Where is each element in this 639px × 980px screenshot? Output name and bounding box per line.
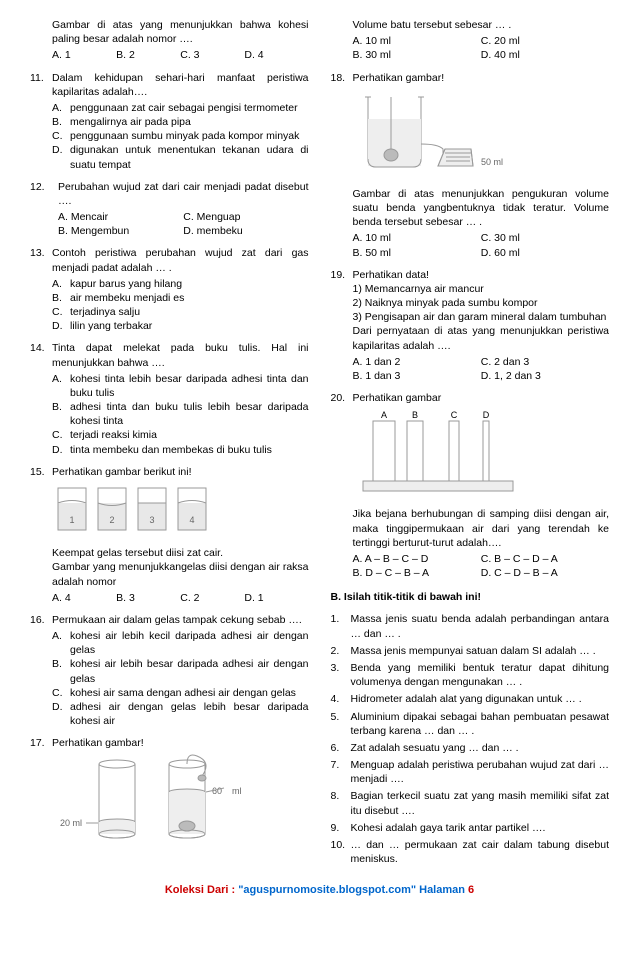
svg-text:60: 60 — [212, 786, 222, 796]
q16-opts: A.kohesi air lebih kecil daripada adhesi… — [52, 629, 309, 728]
fill-7: 7.Menguap adalah peristiwa perubahan wuj… — [331, 758, 610, 786]
q12-opts: A. MencairC. Menguap B. MengembunD. memb… — [58, 210, 309, 238]
q18-after: Gambar di atas menunjukkan pengukuran vo… — [353, 187, 610, 230]
fill-3: 3.Benda yang memiliki bentuk teratur dap… — [331, 661, 610, 689]
cohesion-intro: Gambar di atas yang menunjukkan bahwa ko… — [52, 18, 309, 46]
q20-opts: A. A – B – C – DC. B – C – D – A B. D – … — [353, 552, 610, 580]
vol-intro: Volume batu tersebut sebesar … . — [353, 18, 610, 32]
q19-l3: 3) Pengisapan air dan garam mineral dala… — [353, 310, 610, 324]
q13-num: 13. — [30, 246, 52, 333]
fill-1: 1.Massa jenis suatu benda adalah perband… — [331, 612, 610, 640]
q18-num: 18. — [331, 71, 353, 260]
vessels-figure: A B C D — [353, 409, 610, 503]
q15-text: Perhatikan gambar berikut ini! — [52, 465, 309, 479]
q17-text: Perhatikan gambar! — [52, 736, 309, 750]
svg-text:3: 3 — [149, 515, 154, 525]
fill-2: 2.Massa jenis mempunyai satuan dalam SI … — [331, 644, 610, 658]
vol-opts: A. 10 mlC. 20 ml B. 30 mlD. 40 ml — [353, 34, 610, 62]
q12-text: Perubahan wujud zat dari cair menjadi pa… — [58, 180, 309, 208]
cylinders-figure: 20 ml 60 ml — [52, 754, 309, 853]
q20-text: Perhatikan gambar — [353, 391, 610, 405]
q19-l4: Dari pernyataan di atas yang menunjukkan… — [353, 324, 610, 352]
q20-num: 20. — [331, 391, 353, 580]
q19-num: 19. — [331, 268, 353, 383]
q16-text: Permukaan air dalam gelas tampak cekung … — [52, 613, 309, 627]
svg-text:50 ml: 50 ml — [481, 157, 503, 167]
q12-num: 12. — [30, 180, 52, 239]
svg-text:D: D — [482, 410, 489, 420]
q20-after: Jika bejana berhubungan di samping diisi… — [353, 507, 610, 550]
svg-text:1: 1 — [69, 515, 74, 525]
q19-text: Perhatikan data! — [353, 268, 610, 282]
footer: Koleksi Dari : "aguspurnomosite.blogspot… — [30, 883, 609, 898]
q14-num: 14. — [30, 341, 52, 456]
fill-4: 4.Hidrometer adalah alat yang digunakan … — [331, 692, 610, 706]
fill-6: 6.Zat adalah sesuatu yang … dan … . — [331, 741, 610, 755]
q15-after2: Gambar yang menunjukkangelas diisi denga… — [52, 560, 309, 588]
svg-text:B: B — [411, 410, 417, 420]
q15-opts: A. 4 B. 3 C. 2 D. 1 — [52, 591, 309, 605]
q11-opts: A.penggunaan zat cair sebagai pengisi te… — [52, 101, 309, 172]
fill-10: 10.… dan … permukaan zat cair dalam tabu… — [331, 838, 610, 866]
glasses-figure: 1 2 3 4 — [52, 483, 309, 542]
q15-num: 15. — [30, 465, 52, 605]
fill-9: 9.Kohesi adalah gaya tarik antar partike… — [331, 821, 610, 835]
svg-text:2: 2 — [109, 515, 114, 525]
q14-text: Tinta dapat melekat pada buku tulis. Hal… — [52, 341, 309, 369]
svg-text:C: C — [450, 410, 457, 420]
q13-opts: A.kapur barus yang hilang B.air membeku … — [52, 277, 309, 334]
q17-num: 17. — [30, 736, 52, 857]
q19-opts: A. 1 dan 2C. 2 dan 3 B. 1 dan 3D. 1, 2 d… — [353, 355, 610, 383]
fill-5: 5.Aluminium dipakai sebagai bahan pembua… — [331, 710, 610, 738]
q18-text: Perhatikan gambar! — [353, 71, 610, 85]
q15-after1: Keempat gelas tersebut diisi zat cair. — [52, 546, 309, 560]
beaker-figure: 50 ml — [353, 89, 610, 183]
fill-8: 8.Bagian terkecil suatu zat yang masih m… — [331, 789, 610, 817]
section-b-title: B. Isilah titik-titik di bawah ini! — [331, 590, 610, 604]
q14-opts: A.kohesi tinta lebih besar daripada adhe… — [52, 372, 309, 457]
q16-num: 16. — [30, 613, 52, 728]
cohesion-opts: A. 1 B. 2 C. 3 D. 4 — [52, 48, 309, 62]
q13-text: Contoh peristiwa perubahan wujud zat dar… — [52, 246, 309, 274]
q18-opts: A. 10 mlC. 30 ml B. 50 mlD. 60 ml — [353, 231, 610, 259]
q11-num: 11. — [30, 71, 52, 172]
q19-l1: 1) Memancarnya air mancur — [353, 282, 610, 296]
svg-text:A: A — [380, 410, 386, 420]
svg-text:ml: ml — [232, 786, 242, 796]
svg-text:20 ml: 20 ml — [60, 818, 82, 828]
q11-text: Dalam kehidupan sehari-hari manfaat peri… — [52, 71, 309, 99]
q19-l2: 2) Naiknya minyak pada sumbu kompor — [353, 296, 610, 310]
svg-text:4: 4 — [189, 515, 194, 525]
